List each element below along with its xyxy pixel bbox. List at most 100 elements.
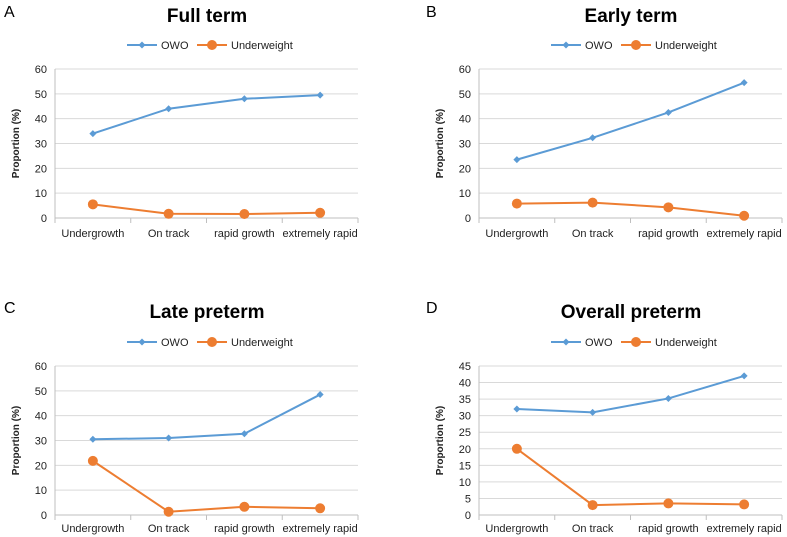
- x-tick-label: rapid growth: [638, 228, 699, 240]
- data-point-diamond: [513, 405, 521, 413]
- legend-label: OWO: [161, 337, 189, 349]
- legend-marker-circle: [631, 337, 641, 347]
- gridlines: [55, 68, 358, 219]
- chart-title: Early term: [585, 6, 678, 27]
- y-tick-label: 40: [35, 411, 47, 423]
- y-tick-label: 60: [35, 64, 47, 76]
- legend-item-owo: OWO: [127, 337, 189, 349]
- data-point-diamond: [89, 435, 97, 443]
- x-tick-label: extremely rapid: [707, 228, 782, 240]
- data-point-circle: [87, 455, 98, 466]
- x-tick-label: On track: [572, 228, 614, 240]
- x-tick-label: extremely rapid: [283, 523, 358, 535]
- legend: OWO Underweight: [551, 40, 717, 52]
- data-point-circle: [511, 443, 522, 454]
- legend-label: OWO: [585, 40, 613, 52]
- panel-letter: B: [426, 4, 437, 21]
- x-tick-label: rapid growth: [638, 523, 699, 535]
- data-point-diamond: [740, 79, 748, 87]
- series-owo: [513, 372, 748, 416]
- data-point-diamond: [316, 391, 324, 399]
- gridlines: [479, 365, 782, 516]
- y-tick-label: 20: [35, 460, 47, 472]
- data-point-circle: [739, 499, 750, 510]
- series-underweight: [511, 443, 750, 511]
- data-point-circle: [315, 503, 326, 514]
- legend-item-underweight: Underweight: [197, 40, 293, 52]
- series-line: [516, 447, 745, 507]
- series-line: [92, 94, 321, 135]
- y-tick-label: 30: [35, 139, 47, 151]
- chart-title: Late preterm: [149, 302, 264, 323]
- y-tick-label: 10: [35, 485, 47, 497]
- y-tick-label: 0: [41, 510, 47, 522]
- chart-panel-a: A Full term OWO Underweight 0 10 20 30 40 50 60 Und…: [4, 4, 359, 240]
- series-underweight: [87, 199, 326, 220]
- y-axis-label: Proportion (%): [435, 109, 446, 178]
- data-point-circle: [739, 210, 750, 221]
- series-owo: [89, 391, 324, 443]
- legend: OWO Underweight: [127, 337, 293, 349]
- y-tick-label: 15: [459, 460, 471, 472]
- panel-letter: D: [426, 300, 438, 317]
- chart-title: Overall preterm: [561, 302, 701, 323]
- y-axis-label: Proportion (%): [11, 406, 22, 475]
- y-tick-label: 60: [35, 361, 47, 373]
- data-point-circle: [315, 207, 326, 218]
- data-point-diamond: [165, 434, 173, 442]
- y-tick-label: 25: [459, 427, 471, 439]
- legend-label: Underweight: [231, 40, 293, 52]
- data-point-circle: [587, 197, 598, 208]
- legend-item-owo: OWO: [127, 40, 189, 52]
- y-tick-label: 50: [459, 89, 471, 101]
- x-tick-label: On track: [148, 523, 190, 535]
- gridlines: [55, 365, 358, 516]
- legend-item-underweight: Underweight: [621, 40, 717, 52]
- y-tick-label: 30: [459, 411, 471, 423]
- x-tick-label: Undergrowth: [485, 523, 548, 535]
- data-point-diamond: [740, 372, 748, 380]
- y-tick-label: 60: [459, 64, 471, 76]
- y-tick-label: 0: [465, 213, 471, 225]
- series-line: [516, 201, 745, 217]
- legend-marker-diamond: [138, 41, 146, 49]
- y-tick-label: 5: [465, 493, 471, 505]
- legend-label: Underweight: [231, 337, 293, 349]
- y-tick-label: 40: [459, 378, 471, 390]
- data-point-circle: [163, 208, 174, 219]
- data-point-circle: [663, 202, 674, 213]
- legend-label: Underweight: [655, 40, 717, 52]
- legend-label: OWO: [161, 40, 189, 52]
- x-tick-label: Undergrowth: [61, 228, 124, 240]
- series-line: [92, 203, 321, 216]
- data-point-circle: [663, 498, 674, 509]
- panel-letter: A: [4, 4, 15, 21]
- y-tick-label: 0: [41, 213, 47, 225]
- x-tick-label: rapid growth: [214, 523, 275, 535]
- legend-marker-circle: [631, 40, 641, 50]
- x-tick-label: On track: [148, 228, 190, 240]
- series-line: [516, 374, 745, 414]
- y-tick-label: 0: [465, 510, 471, 522]
- series-line: [516, 81, 745, 161]
- y-tick-label: 10: [459, 477, 471, 489]
- y-tick-label: 10: [35, 188, 47, 200]
- data-point-diamond: [664, 394, 672, 402]
- data-point-circle: [587, 500, 598, 511]
- chart-panel-c: C Late preterm OWO Underweight 0 10 20 30 40 50 60…: [4, 300, 359, 535]
- data-point-diamond: [316, 91, 324, 99]
- legend-item-underweight: Underweight: [197, 337, 293, 349]
- x-tick-label: rapid growth: [214, 228, 275, 240]
- data-point-circle: [163, 506, 174, 517]
- legend-label: Underweight: [655, 337, 717, 349]
- legend-marker-diamond: [562, 338, 570, 346]
- chart-title: Full term: [167, 6, 247, 27]
- y-tick-label: 50: [35, 386, 47, 398]
- legend: OWO Underweight: [551, 337, 717, 349]
- data-point-circle: [239, 501, 250, 512]
- chart-panel-d: D Overall preterm OWO Underweight 0 5 10 15 20 25…: [426, 300, 783, 535]
- y-tick-label: 35: [459, 394, 471, 406]
- series-underweight: [511, 197, 750, 221]
- data-point-diamond: [240, 430, 248, 438]
